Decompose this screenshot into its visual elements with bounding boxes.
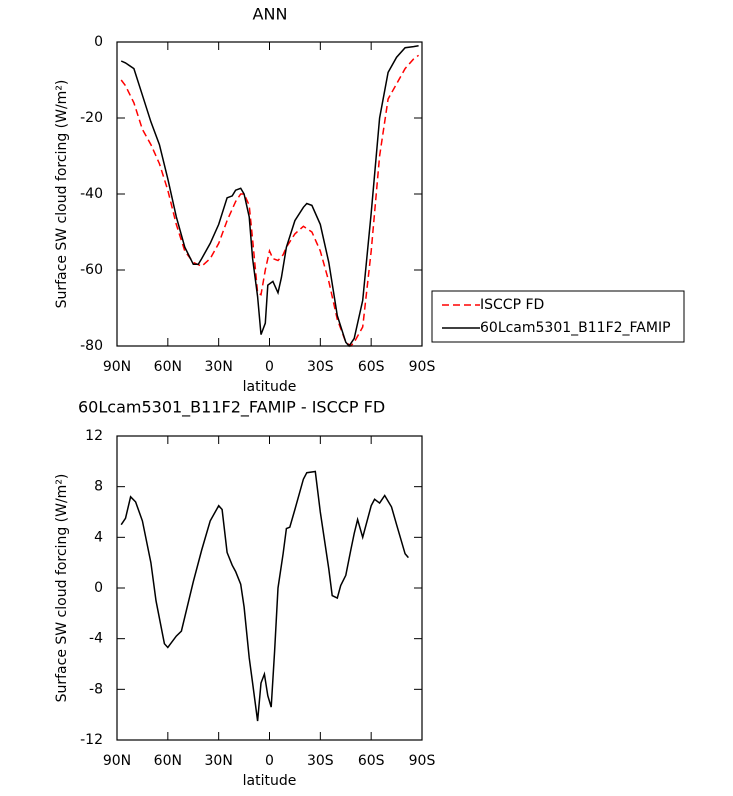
x-tick-label: 60S (358, 359, 385, 375)
chart-title: ANN (253, 5, 288, 24)
series-line (120, 54, 420, 348)
x-tick-label: 90N (103, 753, 131, 769)
y-tick-label: 0 (94, 34, 103, 50)
x-tick-label: 60N (154, 359, 182, 375)
x-tick-label: 30S (307, 359, 334, 375)
y-tick-label: 4 (94, 529, 103, 545)
y-tick-label: -4 (89, 631, 103, 647)
x-axis-label: latitude (243, 773, 297, 789)
y-axis-label: Surface SW cloud forcing (W/m²) (54, 474, 70, 703)
y-tick-label: 8 (94, 479, 103, 495)
legend-box (431, 290, 685, 343)
x-tick-label: 90S (409, 359, 436, 375)
legend-label: 60Lcam5301_B11F2_FAMIP (480, 320, 671, 336)
x-tick-label: 30S (307, 753, 334, 769)
legend-label: ISCCP FD (480, 297, 544, 313)
x-tick-label: 0 (265, 753, 274, 769)
y-tick-label: -20 (80, 110, 103, 126)
y-tick-label: -12 (80, 732, 103, 748)
x-tick-label: 90N (103, 359, 131, 375)
x-tick-label: 90S (409, 753, 436, 769)
plot-frame (116, 435, 423, 741)
y-tick-label: -80 (80, 338, 103, 354)
plot-frame (116, 41, 423, 347)
y-tick-label: -60 (80, 262, 103, 278)
y-tick-label: 12 (85, 428, 103, 444)
chart-title: 60Lcam5301_B11F2_FAMIP - ISCCP FD (78, 398, 385, 418)
y-tick-label: -40 (80, 186, 103, 202)
x-tick-label: 60N (154, 753, 182, 769)
x-tick-label: 30N (205, 359, 233, 375)
series-line (120, 470, 409, 722)
y-tick-label: -8 (89, 681, 103, 697)
x-tick-label: 30N (205, 753, 233, 769)
y-axis-label: Surface SW cloud forcing (W/m²) (54, 80, 70, 309)
y-tick-label: 0 (94, 580, 103, 596)
x-axis-label: latitude (243, 379, 297, 395)
x-tick-label: 60S (358, 753, 385, 769)
x-tick-label: 0 (265, 359, 274, 375)
series-line (120, 45, 419, 348)
